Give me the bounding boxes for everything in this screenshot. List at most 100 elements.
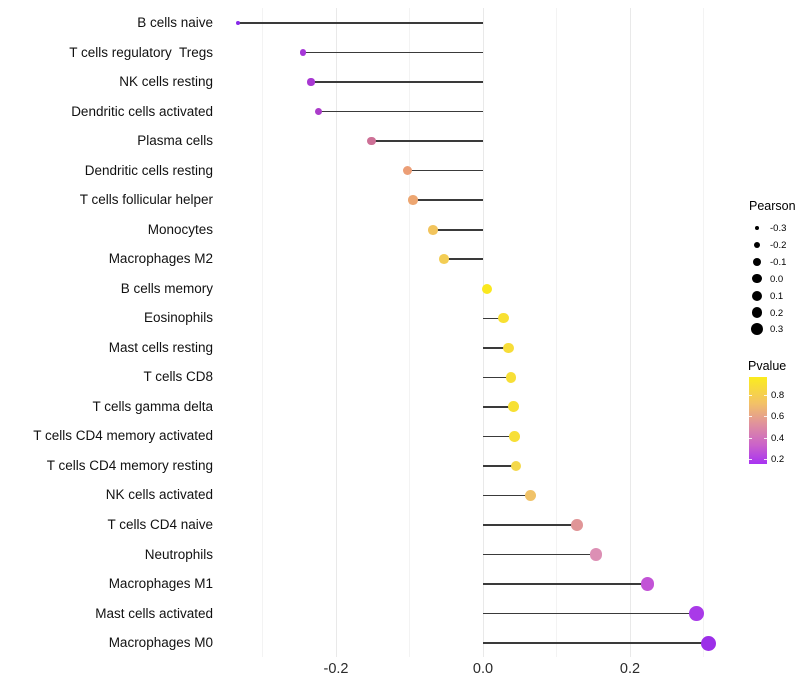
category-label: T cells CD4 memory resting	[46, 457, 213, 473]
colorbar-tick-left	[749, 416, 752, 418]
lollipop-stem	[302, 51, 483, 54]
category-label: Eosinophils	[143, 310, 213, 326]
x-tick-label: 0.2	[619, 661, 641, 677]
lollipop-stem	[238, 22, 483, 24]
x-tick-label: -0.2	[323, 661, 349, 677]
lollipop-stem	[371, 140, 483, 142]
category-label: Dendritic cells resting	[84, 162, 213, 178]
lollipop-dot	[402, 166, 412, 176]
minor-gridline	[409, 8, 410, 657]
colorbar-tick-label: 0.2	[771, 454, 785, 466]
lollipop-stem	[483, 347, 509, 349]
legend-size-label: -0.2	[770, 239, 787, 251]
lollipop-dot	[689, 606, 705, 621]
legend-pearson-title: Pearson	[749, 199, 796, 213]
legend-size-label: 0.2	[770, 307, 784, 319]
lollipop-stem	[483, 612, 697, 615]
category-label: NK cells resting	[119, 74, 213, 90]
colorbar-tick-right	[764, 459, 767, 461]
lollipop-stem	[483, 642, 709, 644]
category-label: T cells CD8	[143, 369, 213, 385]
category-label: B cells naive	[137, 15, 213, 30]
category-label: NK cells activated	[105, 487, 213, 503]
lollipop-dot	[299, 49, 307, 56]
lollipop-stem	[311, 81, 483, 83]
minor-gridline	[703, 8, 704, 657]
major-gridline	[629, 8, 631, 657]
legend-size-label: -0.1	[770, 256, 787, 268]
lollipop-dot	[510, 460, 522, 472]
legend-size-label: -0.3	[770, 223, 787, 234]
lollipop-stem	[483, 553, 597, 556]
category-label: B cells memory	[120, 280, 213, 296]
lollipop-dot	[525, 489, 537, 501]
colorbar-tick-label: 0.4	[771, 432, 785, 444]
lollipop-dot	[307, 78, 315, 86]
lollipop-dot	[701, 635, 717, 651]
lollipop-dot	[366, 136, 376, 146]
colorbar-tick-right	[764, 395, 767, 397]
colorbar-tick-label: 0.6	[771, 411, 785, 423]
lollipop-stem	[483, 583, 648, 585]
lollipop-dot	[428, 224, 438, 235]
lollipop-dot	[503, 342, 515, 354]
category-label: Monocytes	[147, 221, 213, 237]
lollipop-stem	[407, 169, 483, 172]
legend-size-dot	[752, 274, 762, 284]
colorbar-tick-left	[749, 459, 752, 461]
legend-size-dot	[753, 241, 761, 249]
lollipop-dot	[236, 21, 241, 25]
lollipop-dot	[641, 577, 655, 591]
lollipop-stem	[444, 258, 483, 261]
lollipop-stem	[483, 317, 504, 320]
category-label: T cells gamma delta	[92, 398, 213, 414]
category-label: Macrophages M1	[108, 576, 213, 592]
minor-gridline	[556, 8, 557, 657]
category-label: T cells CD4 naive	[107, 517, 213, 532]
lollipop-stem	[483, 494, 531, 497]
lollipop-dot	[509, 431, 520, 442]
major-gridline	[335, 8, 337, 657]
category-label: Dendritic cells activated	[71, 103, 213, 119]
pvalue-colorbar	[749, 377, 767, 464]
category-label: T cells follicular helper	[79, 192, 213, 208]
lollipop-stem	[483, 435, 515, 438]
category-label: T cells CD4 memory activated	[33, 428, 213, 444]
category-label: Plasma cells	[137, 133, 213, 149]
major-gridline	[482, 8, 484, 657]
lollipop-dot	[505, 372, 517, 383]
legend-size-label: 0.0	[770, 273, 784, 285]
x-tick-label: 0.0	[472, 661, 494, 677]
colorbar-tick-right	[764, 416, 767, 418]
legend-size-dot	[753, 257, 761, 266]
colorbar-tick-right	[764, 437, 767, 439]
lollipop-dot	[408, 195, 418, 205]
colorbar-tick-left	[749, 437, 752, 439]
lollipop-stem	[433, 228, 483, 231]
lollipop-dot	[498, 313, 509, 324]
lollipop-dot	[314, 107, 323, 116]
lollipop-dot	[589, 548, 603, 561]
lollipop-dot	[508, 401, 520, 413]
minor-gridline	[262, 8, 263, 657]
category-label: Neutrophils	[144, 546, 213, 562]
legend-size-dot	[751, 307, 763, 318]
lollipop-dot	[439, 254, 449, 265]
lollipop-stem	[483, 524, 578, 526]
lollipop-stem	[483, 376, 511, 379]
lollipop-stem	[483, 406, 514, 408]
legend-size-dot	[752, 290, 762, 301]
lollipop-stem	[413, 199, 483, 201]
category-label: Mast cells activated	[95, 605, 213, 621]
legend-size-label: 0.1	[770, 290, 784, 302]
lollipop-dot	[571, 519, 583, 531]
category-label: Macrophages M0	[108, 635, 213, 651]
colorbar-tick-label: 0.8	[771, 390, 785, 402]
category-label: Mast cells resting	[108, 339, 213, 355]
legend-pvalue-title: Pvalue	[748, 359, 787, 373]
colorbar-tick-left	[749, 395, 752, 397]
lollipop-dot	[481, 283, 492, 294]
legend-size-label: 0.3	[770, 324, 784, 336]
legend-size-dot	[754, 225, 760, 231]
